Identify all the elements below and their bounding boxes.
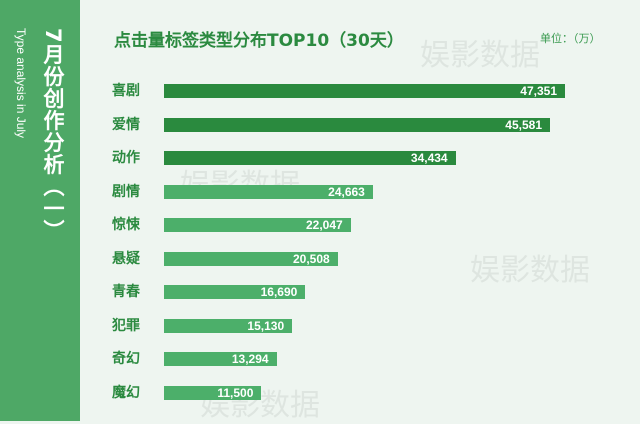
category-label: 青春 <box>112 284 140 300</box>
sidebar-title: 7月份创作分析（一） <box>41 28 65 242</box>
bar: 20,508 <box>164 251 338 266</box>
category-label: 爱情 <box>112 116 140 133</box>
bar: 24,663 <box>164 184 373 199</box>
data-label: 24,663 <box>328 184 365 199</box>
data-label: 22,047 <box>306 218 343 232</box>
chart-title: 点击量标签类型分布TOP10（30天） <box>114 31 404 51</box>
bar: 13,294 <box>164 352 277 366</box>
category-label: 动作 <box>112 150 140 166</box>
data-label: 47,351 <box>520 84 557 98</box>
bar: 16,690 <box>164 285 306 299</box>
category-label: 奇幻 <box>112 351 140 367</box>
category-label: 魔幻 <box>112 384 140 401</box>
data-label: 45,581 <box>505 117 542 132</box>
bar: 47,351 <box>164 84 565 98</box>
category-label: 惊悚 <box>112 217 140 233</box>
bar: 15,130 <box>164 318 293 333</box>
unit-label: 单位：（万） <box>540 32 601 45</box>
data-label: 34,434 <box>410 151 448 165</box>
data-label: 20,508 <box>292 251 330 266</box>
sidebar: 7月份创作分析（一） Type analysis in July <box>0 0 80 421</box>
bar: 34,434 <box>164 151 456 165</box>
data-label: 16,690 <box>260 285 298 299</box>
bar: 22,047 <box>164 218 351 232</box>
data-label: 11,500 <box>217 385 254 400</box>
data-label: 13,294 <box>231 352 269 366</box>
category-label: 悬疑 <box>112 250 140 267</box>
data-label: 15,130 <box>247 318 285 333</box>
category-label: 犯罪 <box>112 317 140 334</box>
category-label: 喜剧 <box>112 83 140 99</box>
bar: 45,581 <box>164 117 550 132</box>
bar: 11,500 <box>164 385 262 400</box>
category-label: 剧情 <box>112 183 140 200</box>
sidebar-subtitle: Type analysis in July <box>14 28 28 139</box>
